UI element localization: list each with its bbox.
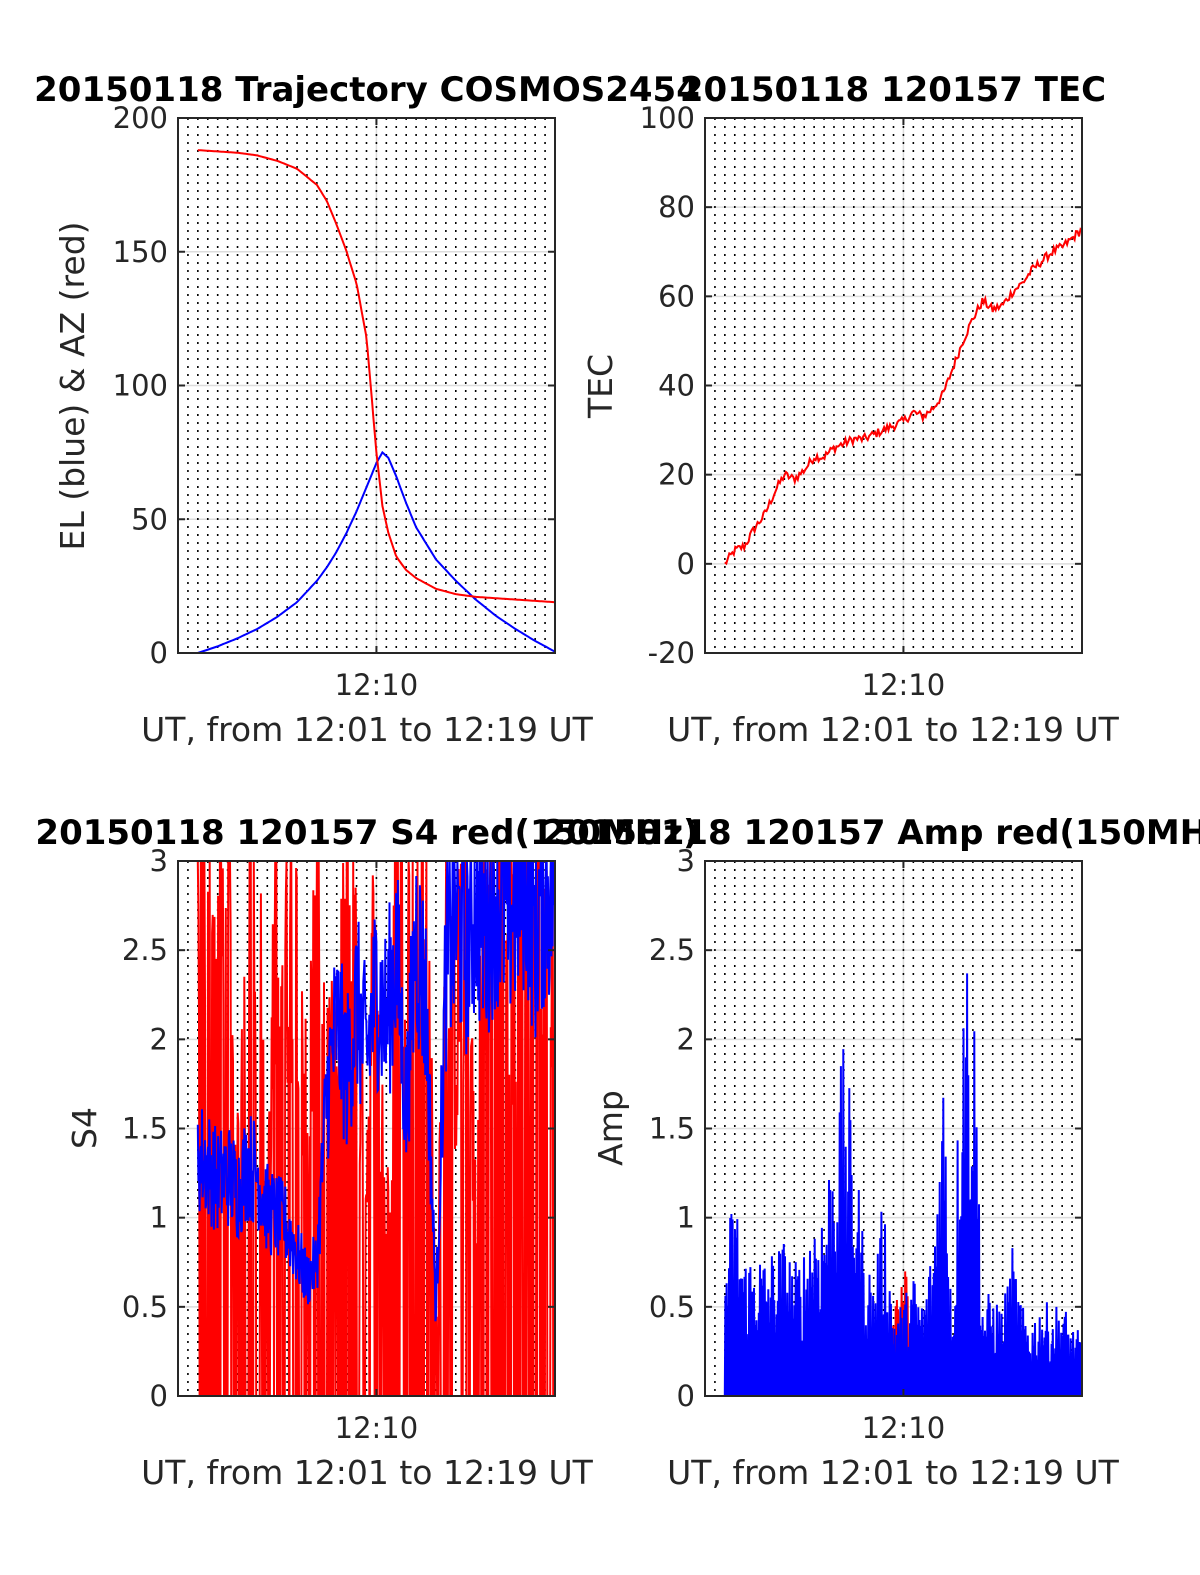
tec-ytick-label-2: 20: [658, 458, 695, 492]
amp-ytick-label-4: 2: [677, 1022, 695, 1056]
tec-xlabel: UT, from 12:01 to 12:19 UT: [667, 710, 1120, 749]
s4-series-blue-line: [196, 861, 555, 1322]
s4-ytick-label-0: 0: [150, 1379, 168, 1413]
amp-panel: 0 0.5 1 1.5 2 2.5 3 12:10 20150118 120157 Amp re…: [542, 813, 1200, 1492]
trajectory-ytick-label-1: 50: [131, 502, 168, 536]
tec-panel: -20 0 20 40 60 80 100 12:10 20150118 120157 TEC U…: [581, 70, 1120, 749]
s4-ylabel: S4: [65, 1107, 104, 1149]
tec-xtick-label-0: 12:10: [862, 668, 946, 702]
trajectory-ytick-label-2: 100: [113, 369, 168, 403]
amp-ytick-label-1: 0.5: [649, 1290, 695, 1324]
tec-series-tec-line: [724, 227, 1082, 566]
trajectory-ytick-label-0: 0: [150, 636, 168, 670]
amp-ytick-label-3: 1.5: [649, 1112, 695, 1146]
s4-ytick-label-6: 3: [150, 844, 168, 878]
tec-ytick-label-4: 60: [658, 279, 695, 313]
s4-ytick-label-3: 1.5: [122, 1112, 168, 1146]
amp-ytick-label-0: 0: [677, 1379, 695, 1413]
amp-title: 20150118 120157 Amp red(150MHz): [542, 813, 1200, 853]
trajectory-series-el-line: [197, 450, 555, 653]
trajectory-xlabel: UT, from 12:01 to 12:19 UT: [141, 710, 594, 749]
s4-ytick-label-2: 1: [150, 1201, 168, 1235]
trajectory-ytick-label-4: 200: [113, 101, 168, 135]
tec-ytick-label-6: 100: [640, 101, 695, 135]
tec-ytick-label-5: 80: [658, 190, 695, 224]
s4-ytick-label-1: 0.5: [122, 1290, 168, 1324]
trajectory-ytick-label-3: 150: [113, 235, 168, 269]
amp-xlabel: UT, from 12:01 to 12:19 UT: [667, 1453, 1120, 1492]
trajectory-xtick-label-0: 12:10: [335, 668, 419, 702]
amp-ytick-label-2: 1: [677, 1201, 695, 1235]
tec-ytick-label-0: -20: [648, 636, 695, 670]
amp-ylabel: Amp: [591, 1090, 630, 1166]
tec-title: 20150118 120157 TEC: [680, 70, 1106, 110]
tec-ylabel: TEC: [581, 354, 620, 419]
trajectory-ylabel: EL (blue) & AZ (red): [53, 221, 92, 550]
tec-ytick-label-3: 40: [658, 369, 695, 403]
s4-xlabel: UT, from 12:01 to 12:19 UT: [141, 1453, 594, 1492]
amp-xtick-label-0: 12:10: [862, 1411, 946, 1445]
amp-ytick-label-6: 3: [677, 844, 695, 878]
amp-ytick-label-5: 2.5: [649, 933, 695, 967]
s4-title: 20150118 120157 S4 red(150MHz): [35, 813, 698, 853]
s4-ytick-label-5: 2.5: [122, 933, 168, 967]
s4-xtick-label-0: 12:10: [335, 1411, 419, 1445]
tec-ytick-label-1: 0: [677, 547, 695, 581]
trajectory-series-az-line: [197, 149, 555, 604]
trajectory-title: 20150118 Trajectory COSMOS2454: [34, 70, 700, 110]
s4-ytick-label-4: 2: [150, 1022, 168, 1056]
s4-panel: 0 0.5 1 1.5 2 2.5 3 12:10 20150118 120157 S4 red…: [35, 813, 698, 1492]
